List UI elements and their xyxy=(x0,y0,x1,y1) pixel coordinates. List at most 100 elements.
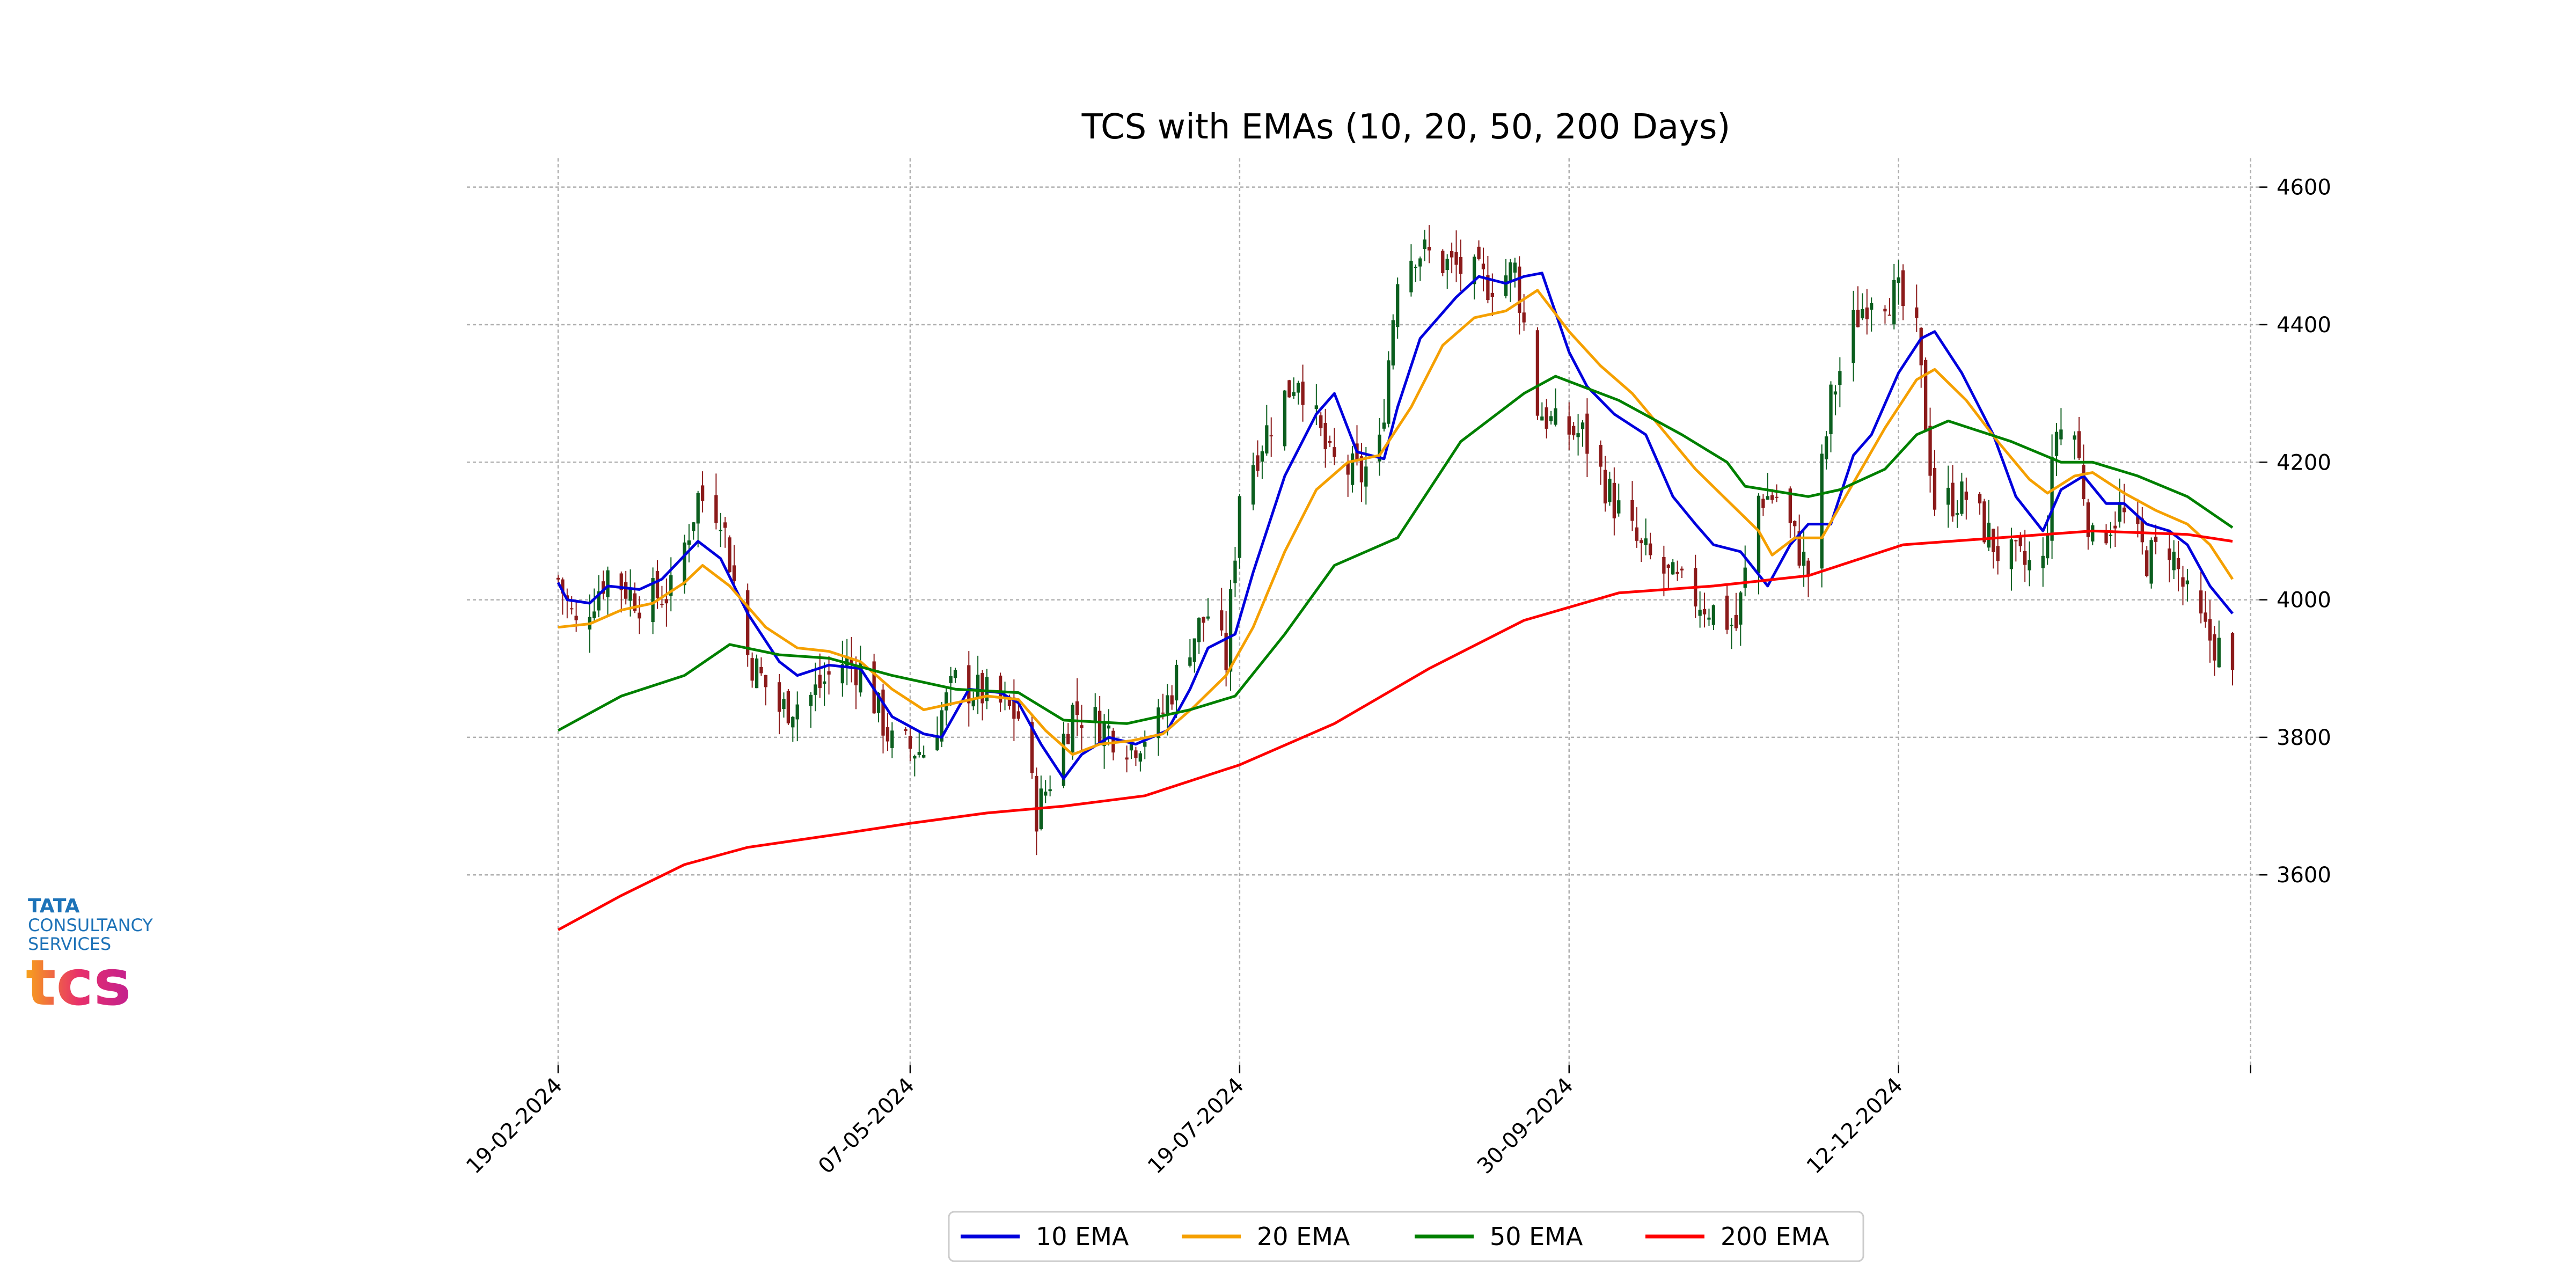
candle-body xyxy=(1427,246,1431,251)
candle-body xyxy=(1585,413,1589,454)
candle-body xyxy=(2028,560,2031,570)
candle-body xyxy=(2104,531,2108,544)
candle-body xyxy=(664,599,668,604)
candle-body xyxy=(1138,753,1143,762)
candle-body xyxy=(1707,617,1711,620)
candle-body xyxy=(1770,495,1774,500)
candle-body xyxy=(1987,522,1991,548)
candle-body xyxy=(764,675,767,687)
candle-body xyxy=(2168,548,2171,560)
logo-services-text: SERVICES xyxy=(28,934,111,954)
candle-body xyxy=(1382,422,1386,429)
candle-body xyxy=(795,704,799,720)
candle-body xyxy=(1228,589,1233,672)
candle-body xyxy=(890,730,894,748)
candle-body xyxy=(1206,616,1210,619)
candle-body xyxy=(1319,415,1323,428)
candle-body xyxy=(1820,453,1824,569)
ema-line-10-ema xyxy=(557,272,2234,780)
candle-body xyxy=(1775,496,1779,498)
candle-body xyxy=(2204,612,2207,622)
candle-body xyxy=(818,675,822,688)
candle-body xyxy=(601,581,605,594)
candle-body xyxy=(2046,535,2050,559)
candle-body xyxy=(1418,258,1422,267)
candle-body xyxy=(561,579,565,594)
candle-body xyxy=(2145,550,2149,576)
candle-body xyxy=(967,665,971,704)
candle-body xyxy=(777,682,781,712)
candle-body xyxy=(1098,711,1102,744)
candle-body xyxy=(2073,435,2076,440)
candle-body xyxy=(1473,257,1476,284)
candle-body xyxy=(755,658,759,689)
candle-body xyxy=(1540,416,1544,421)
candle-body xyxy=(814,684,817,695)
candle-body xyxy=(570,608,574,610)
candle-body xyxy=(1522,312,1526,323)
candle-body xyxy=(2217,638,2221,668)
candle-body xyxy=(1297,383,1300,393)
candle-body xyxy=(1233,560,1237,583)
candle-body xyxy=(1301,382,1305,405)
candle-body xyxy=(1919,327,1923,365)
candle-body xyxy=(908,736,912,749)
candle-body xyxy=(638,612,641,619)
candle-body xyxy=(683,542,686,586)
candle-body xyxy=(1743,567,1747,588)
candle-body xyxy=(1509,262,1512,283)
candle-body xyxy=(1080,725,1084,728)
candle-body xyxy=(1580,422,1585,429)
candle-body xyxy=(2018,536,2022,546)
candle-body xyxy=(1964,491,1968,500)
candle-body xyxy=(980,673,984,704)
candle-body xyxy=(1283,390,1287,447)
candle-body xyxy=(1161,712,1165,714)
candle-body xyxy=(1608,478,1612,502)
candle-body xyxy=(723,522,727,528)
candle-body xyxy=(1481,264,1485,269)
candle-body xyxy=(2050,457,2054,541)
y-axis: 3600 3800 4000 4200 4400 4600 xyxy=(2259,175,2331,888)
candle-body xyxy=(1323,422,1327,450)
logo-tcs-mark: tcs xyxy=(26,946,131,1020)
candle-body xyxy=(728,537,731,573)
y-tick-label: 4000 xyxy=(2277,588,2331,613)
candle-body xyxy=(1314,405,1318,409)
candle-body xyxy=(1856,310,1860,327)
candle-body xyxy=(624,582,628,599)
candle-body xyxy=(1946,487,1950,505)
candle-body xyxy=(1409,260,1413,292)
candle-body xyxy=(1923,360,1928,431)
candle-body xyxy=(904,729,908,731)
candle-body xyxy=(619,573,623,590)
candle-body xyxy=(1504,275,1508,296)
candle-body xyxy=(1202,617,1205,623)
candle-body xyxy=(922,755,926,758)
candle-body xyxy=(2014,540,2018,541)
candle-body xyxy=(556,577,560,580)
candle-body xyxy=(1459,257,1463,274)
candle-body xyxy=(2136,515,2140,524)
candle-body xyxy=(1391,320,1395,365)
candle-body xyxy=(1143,741,1147,747)
candle-body xyxy=(1062,734,1066,786)
candle-body xyxy=(606,570,610,597)
candle-body xyxy=(1612,482,1616,518)
candle-body xyxy=(746,590,750,655)
ema-line-200-ema xyxy=(557,529,2233,931)
candle-body xyxy=(2140,518,2144,543)
candle-body xyxy=(1901,270,1905,306)
ema-line-50-ema xyxy=(557,375,2234,732)
candle-body xyxy=(971,699,975,707)
candle-body xyxy=(1486,275,1490,301)
legend-items: 10 EMA 20 EMA 50 EMA 200 EMA xyxy=(961,1222,1829,1251)
candle-body xyxy=(633,593,637,611)
candle-body xyxy=(1269,435,1273,437)
candle-body xyxy=(2149,540,2153,584)
candle-body xyxy=(1928,426,1932,476)
y-tick-label: 3600 xyxy=(2277,863,2331,888)
candle-body xyxy=(1996,546,2000,561)
candle-body xyxy=(854,668,858,686)
candle-body xyxy=(1797,531,1801,566)
